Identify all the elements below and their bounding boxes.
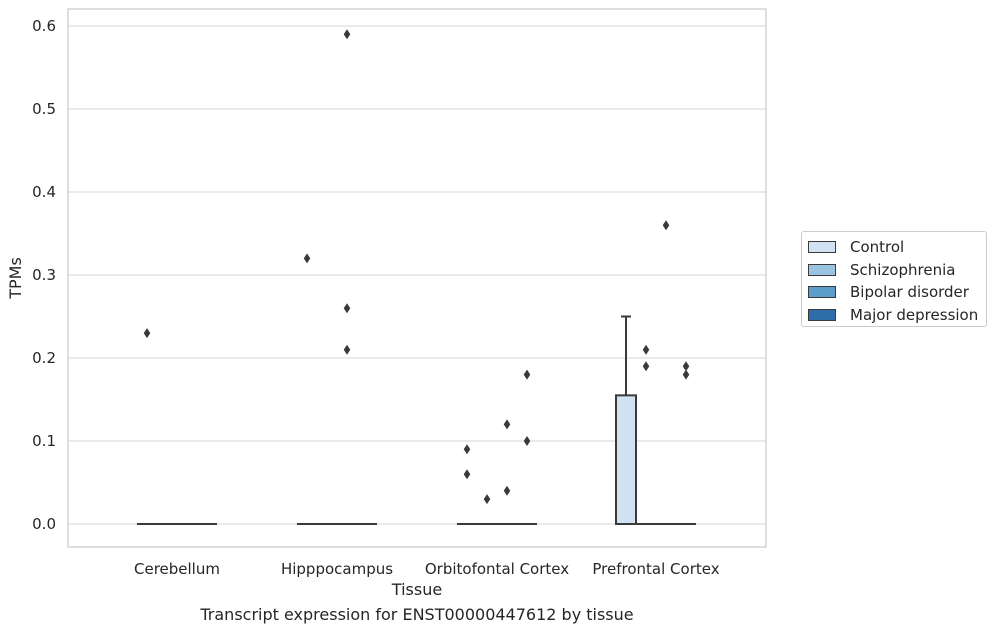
outlier-point bbox=[682, 369, 690, 380]
outlier-point bbox=[642, 344, 650, 355]
outlier-point bbox=[143, 328, 151, 339]
legend-item: Bipolar disorder bbox=[808, 281, 986, 304]
box bbox=[615, 394, 637, 525]
y-tick-label: 0.5 bbox=[32, 100, 56, 118]
outlier-point bbox=[523, 436, 531, 446]
outlier-marks bbox=[143, 29, 690, 505]
outlier-point bbox=[463, 469, 471, 480]
outlier-point bbox=[463, 444, 471, 455]
legend-item: Major depression bbox=[808, 304, 986, 327]
x-tick-labels: Cerebellum Hipppocampus Orbitofontal Corte… bbox=[134, 560, 720, 578]
legend-swatch-bipolar-disorder bbox=[808, 286, 836, 299]
outlier-point bbox=[682, 361, 690, 372]
outlier-point bbox=[662, 220, 670, 231]
y-tick-labels: 0.0 0.1 0.2 0.3 0.4 0.5 0.6 bbox=[32, 17, 56, 533]
y-tick-label: 0.6 bbox=[32, 17, 56, 35]
outlier-point bbox=[523, 369, 531, 380]
x-tick-label: Cerebellum bbox=[134, 560, 220, 578]
outlier-point bbox=[503, 419, 511, 430]
outlier-point bbox=[343, 344, 351, 355]
outlier-point bbox=[642, 361, 650, 372]
legend-swatch-major-depression bbox=[808, 308, 836, 321]
legend-label: Schizophrenia bbox=[850, 260, 956, 279]
box-marks bbox=[137, 315, 696, 525]
y-axis-label: TPMs bbox=[6, 257, 25, 300]
legend-item: Control bbox=[808, 236, 986, 259]
x-tick-label: Hipppocampus bbox=[281, 560, 393, 578]
legend-label: Control bbox=[850, 238, 905, 257]
legend-label: Bipolar disorder bbox=[850, 283, 969, 302]
outlier-point bbox=[483, 494, 491, 505]
legend-item: Schizophrenia bbox=[808, 259, 986, 282]
y-tick-label: 0.3 bbox=[32, 266, 56, 284]
outlier-point bbox=[343, 303, 351, 314]
legend: Control Schizophrenia Bipolar disorder M… bbox=[801, 231, 987, 327]
y-tick-label: 0.2 bbox=[32, 349, 56, 367]
y-tick-label: 0.4 bbox=[32, 183, 56, 201]
outlier-point bbox=[343, 29, 351, 40]
x-tick-label: Orbitofontal Cortex bbox=[425, 560, 569, 578]
plot-frame bbox=[67, 8, 767, 548]
legend-swatch-control bbox=[808, 241, 836, 254]
outlier-point bbox=[503, 485, 511, 496]
chart-caption: Transcript expression for ENST0000044761… bbox=[200, 605, 634, 624]
legend-swatch-schizophrenia bbox=[808, 263, 836, 276]
x-tick-label: Prefrontal Cortex bbox=[592, 560, 719, 578]
outlier-point bbox=[303, 253, 311, 264]
legend-label: Major depression bbox=[850, 305, 979, 324]
y-tick-label: 0.1 bbox=[32, 432, 56, 450]
y-tick-label: 0.0 bbox=[32, 515, 56, 533]
x-axis-label: Tissue bbox=[391, 580, 442, 599]
grid-lines bbox=[68, 25, 766, 525]
